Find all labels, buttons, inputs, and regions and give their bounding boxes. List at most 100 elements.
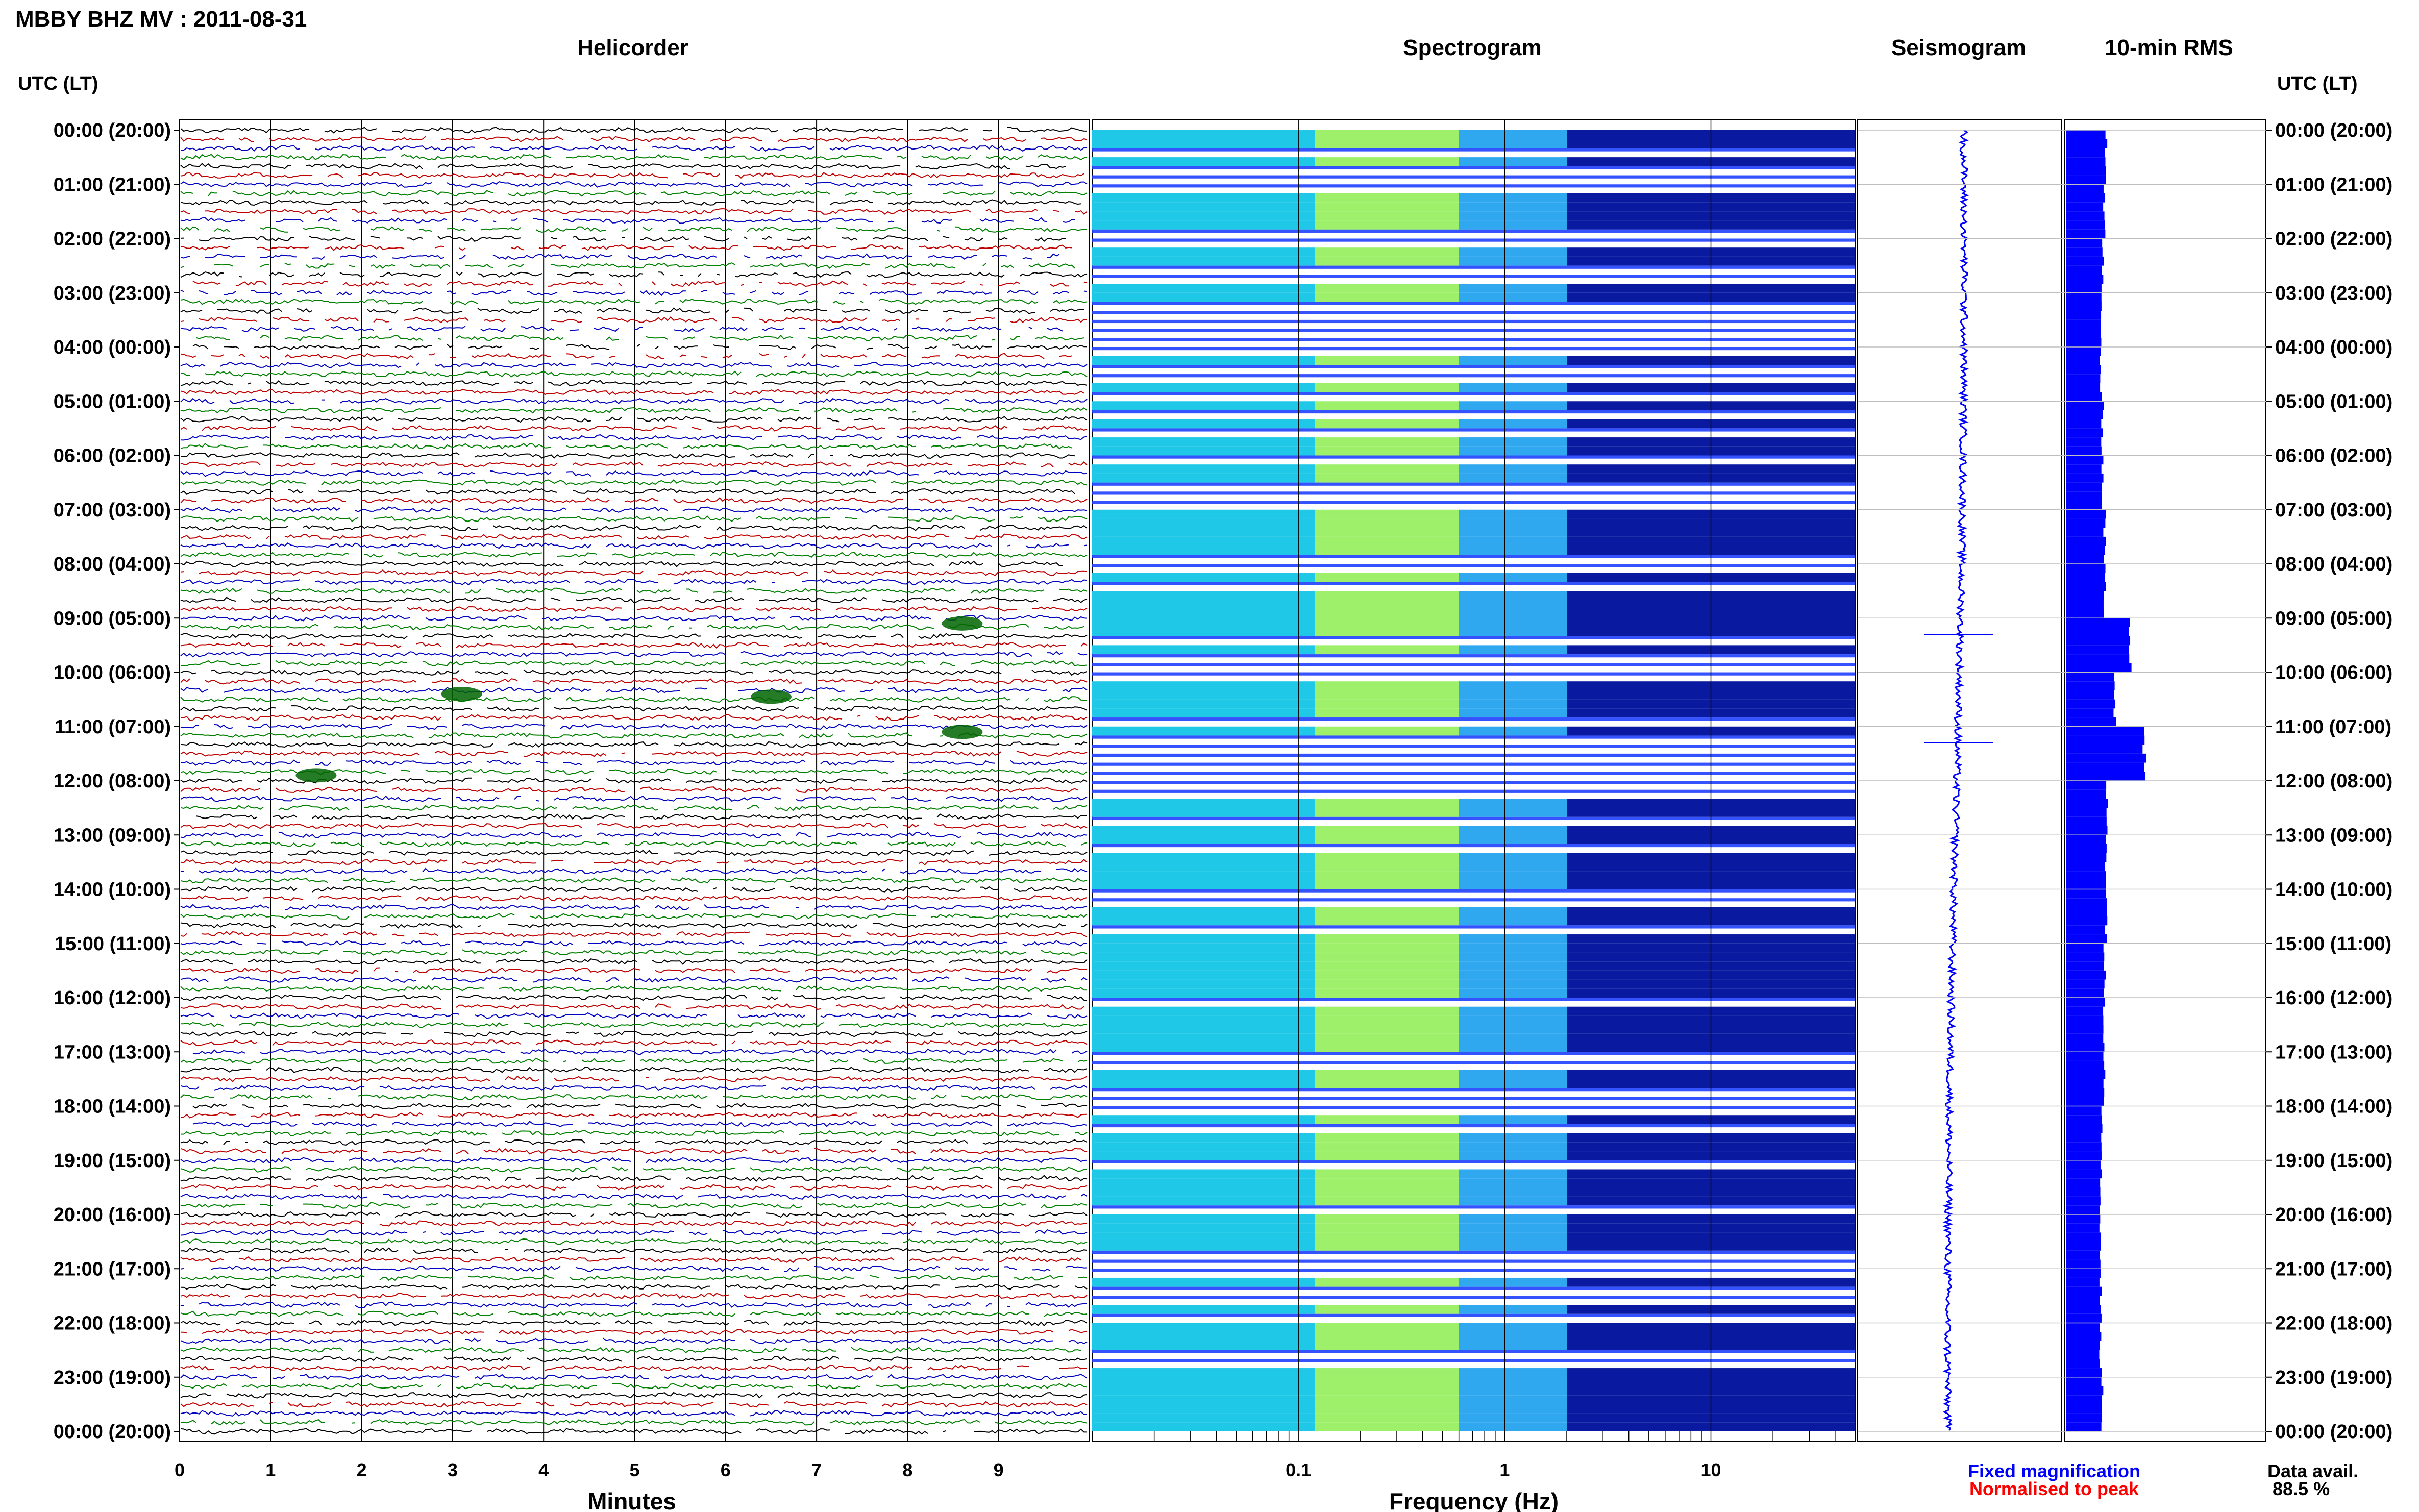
time-label-left: 17:00 (13:00) [54, 1042, 171, 1063]
helicorder-trace [180, 407, 1088, 414]
rms-bar [2066, 555, 2104, 564]
rms-bar [2066, 582, 2106, 591]
rms-bar [2066, 816, 2107, 826]
helicorder-trace [180, 831, 1088, 838]
spectrogram-row [1092, 816, 1855, 821]
rms-bar [2066, 202, 2104, 212]
spectrogram-row [1092, 645, 1315, 655]
spectrogram-row [1092, 1377, 1315, 1386]
spectrogram-row [1092, 1142, 1315, 1152]
rms-bar [2066, 157, 2106, 166]
spectrogram-row [1092, 175, 1855, 179]
spectrogram-row [1459, 1368, 1567, 1377]
spectrogram-row [1459, 591, 1567, 600]
spectrogram-row [1315, 401, 1459, 410]
spectrogram-row [1459, 446, 1567, 456]
rms-bar [2066, 735, 2145, 745]
spectrogram-row [1459, 907, 1567, 916]
spectrogram-row [1092, 1151, 1315, 1160]
rms-bar [2066, 1368, 2102, 1377]
spectrogram-row [1092, 292, 1315, 302]
spectrogram-row [1315, 1079, 1459, 1088]
helicorder-trace [180, 1265, 1088, 1272]
spectrogram-row [1315, 618, 1459, 627]
helicorder-trace [180, 1094, 1088, 1101]
helicorder-trace [180, 867, 1088, 875]
spectrogram-row [1092, 1286, 1855, 1290]
rms-bar [2066, 1242, 2101, 1251]
spectrogram-row [1092, 880, 1315, 889]
spectrogram-row [1092, 925, 1855, 929]
helicorder-trace [181, 452, 1075, 459]
helicorder-trace [180, 877, 1088, 884]
spectrogram-row [1092, 582, 1855, 585]
spectrogram-row [1092, 1313, 1855, 1317]
helicorder-trace [180, 1229, 1088, 1236]
spectrogram-row [1459, 437, 1567, 447]
helicorder-trace [180, 741, 1088, 748]
rms-bar [2066, 1341, 2100, 1350]
helicorder-trace [180, 1039, 1088, 1047]
spectrogram-row [1459, 1305, 1567, 1314]
spectrogram-row [1092, 546, 1315, 555]
spectrogram-row [1459, 247, 1567, 257]
spectrogram-row [1092, 871, 1315, 880]
spectrogram-row [1459, 699, 1567, 709]
spectrogram-row [1315, 600, 1459, 609]
spectrogram-row [1092, 1359, 1855, 1362]
rms-bar [2066, 1079, 2104, 1088]
rms-bar [2066, 789, 2106, 799]
rms-bar [2066, 591, 2104, 600]
helicorder-trace [180, 1030, 1088, 1037]
spectrogram-row [1315, 609, 1459, 618]
helicorder-trace [180, 470, 1088, 477]
rms-bar [2066, 844, 2107, 853]
time-label-left: 21:00 (17:00) [54, 1258, 171, 1280]
rms-bar [2066, 826, 2108, 835]
spectrogram-row [1315, 1178, 1459, 1187]
helicorder-trace [181, 354, 1087, 359]
helicorder-trace [180, 597, 1088, 604]
helicorder-trace [180, 967, 1088, 974]
helicorder-trace [180, 1310, 1088, 1318]
spectrogram-row [1315, 681, 1459, 690]
spectrogram-row [1092, 374, 1855, 378]
spectrogram-row [1092, 681, 1315, 690]
spectrogram-row [1315, 202, 1459, 212]
spectrogram-row [1315, 1413, 1459, 1423]
rms-bar [2066, 609, 2104, 618]
spectrogram-row [1092, 690, 1315, 700]
spectrogram-row [1459, 943, 1567, 953]
time-label-left: 10:00 (06:00) [54, 662, 171, 684]
helicorder-trace [180, 416, 1088, 423]
spectrogram-row [1459, 1025, 1567, 1034]
helicorder-trace [180, 976, 1088, 983]
spectrogram-row [1092, 564, 1855, 567]
spectrogram-row [1092, 509, 1315, 519]
data-availability-label: Data avail. [2267, 1460, 2358, 1481]
spectrogram-row [1315, 1277, 1459, 1287]
frequency-tick-label: 1 [1499, 1459, 1510, 1480]
helicorder-trace [180, 190, 1088, 197]
spectrogram-row [1092, 1350, 1855, 1353]
spectrogram-row [1315, 871, 1459, 880]
spectrogram-row [1459, 1033, 1567, 1043]
helicorder-trace [195, 813, 1088, 820]
rms-bar [2066, 1043, 2105, 1052]
spectrogram-row [1459, 573, 1567, 582]
rms-bar [2066, 1205, 2100, 1214]
spectrogram-row [1459, 934, 1567, 944]
rms-bar [2066, 745, 2143, 754]
spectrogram-row [1092, 1079, 1315, 1088]
spectrogram-panel: 0.1 1 10 [1092, 119, 1856, 1480]
rms-bar [2066, 184, 2104, 193]
helicorder-trace [180, 949, 1088, 956]
spectrogram-row [1092, 627, 1315, 636]
spectrogram-row [1459, 1151, 1567, 1160]
rms-bar [2066, 1151, 2102, 1160]
spectrogram-row [1459, 1242, 1567, 1251]
rms-bar [2066, 401, 2104, 410]
spectrogram-row [1092, 528, 1315, 537]
spectrogram-row [1092, 1223, 1315, 1233]
spectrogram-row [1315, 256, 1459, 266]
